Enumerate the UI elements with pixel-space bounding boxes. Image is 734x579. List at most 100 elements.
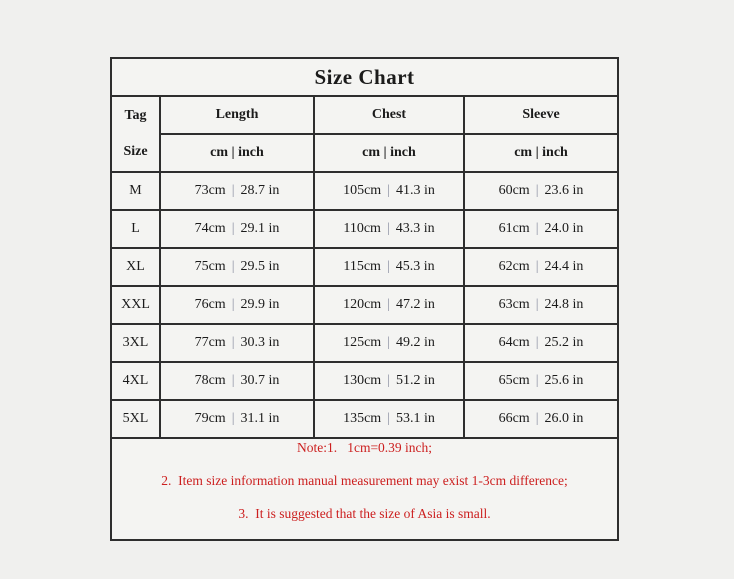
notes-row: Note:1. 1cm=0.39 inch; 2. Item size info… xyxy=(109,437,620,541)
cm-value: 76cm xyxy=(194,297,226,312)
pipe-separator: | xyxy=(535,373,539,388)
inch-value: 31.1 in xyxy=(240,411,280,426)
chest-cell: 130cm | 51.2 in xyxy=(313,361,465,401)
chest-cell: 120cm | 47.2 in xyxy=(313,285,465,325)
table-row-4xl: 4XL 78cm | 30.7 in 130cm | 51.2 in 65cm | 25.6… xyxy=(110,361,620,401)
title-row: Size Chart xyxy=(109,57,620,97)
chest-cell: 110cm | 43.3 in xyxy=(313,209,465,249)
unit-header-chest: cm | inch xyxy=(313,133,465,173)
cm-value: 64cm xyxy=(498,335,530,350)
length-cell: 78cm | 30.7 in xyxy=(159,361,315,401)
pipe-separator: | xyxy=(535,221,539,236)
size-tag-cell: 5XL xyxy=(110,399,161,439)
length-cell: 75cm | 29.5 in xyxy=(159,247,315,287)
size-tag-cell: XXL xyxy=(110,285,161,325)
inch-value: 41.3 in xyxy=(396,183,435,198)
pipe-separator: | xyxy=(231,183,235,198)
inch-value: 23.6 in xyxy=(544,183,584,198)
size-chart-table: Size Chart Tag Size Length Chest Sleeve … xyxy=(109,57,620,541)
inch-value: 25.6 in xyxy=(544,373,584,388)
table-row-xxl: XXL 76cm | 29.9 in 120cm | 47.2 in 63cm | 24.8… xyxy=(110,285,620,325)
header-row-units: cm | inch cm | inch cm | inch xyxy=(111,133,620,173)
inch-value: 29.9 in xyxy=(240,297,280,312)
cm-value: 62cm xyxy=(498,259,530,274)
pipe-separator: | xyxy=(231,411,235,426)
cm-value: 115cm xyxy=(343,259,381,274)
inch-value: 29.5 in xyxy=(240,259,280,274)
inch-value: 24.4 in xyxy=(544,259,584,274)
table-row-3xl: 3XL 77cm | 30.3 in 125cm | 49.2 in 64cm | 25.2… xyxy=(110,323,620,363)
chart-title: Size Chart xyxy=(109,57,620,97)
pipe-separator: | xyxy=(231,373,235,388)
length-cell: 79cm | 31.1 in xyxy=(159,399,315,439)
sleeve-cell: 60cm | 23.6 in xyxy=(462,171,620,211)
cm-value: 65cm xyxy=(498,373,530,388)
pipe-separator: | xyxy=(535,297,539,312)
size-tag-cell: M xyxy=(110,171,161,211)
size-tag-cell: 3XL xyxy=(110,323,161,363)
inch-value: 51.2 in xyxy=(396,373,435,388)
inch-value: 24.8 in xyxy=(544,297,584,312)
pipe-separator: | xyxy=(231,297,235,312)
chest-cell: 115cm | 45.3 in xyxy=(313,247,465,287)
inch-value: 49.2 in xyxy=(396,335,435,350)
pipe-separator: | xyxy=(535,259,539,274)
pipe-separator: | xyxy=(386,221,390,236)
size-tag-cell: L xyxy=(110,209,161,249)
inch-value: 47.2 in xyxy=(396,297,435,312)
pipe-separator: | xyxy=(535,335,539,350)
inch-value: 45.3 in xyxy=(395,259,435,274)
column-header-chest: Chest xyxy=(313,95,465,135)
cm-value: 78cm xyxy=(194,373,226,388)
inch-value: 43.3 in xyxy=(395,221,435,236)
cm-value: 110cm xyxy=(343,221,381,236)
cm-value: 63cm xyxy=(498,297,530,312)
table-row-l: L 74cm | 29.1 in 110cm | 43.3 in 61cm | 24.0 i… xyxy=(110,209,620,249)
inch-value: 30.7 in xyxy=(240,373,280,388)
table-row-m: M 73cm | 28.7 in 105cm | 41.3 in 60cm | 23.6 i… xyxy=(110,171,620,211)
length-cell: 76cm | 29.9 in xyxy=(159,285,315,325)
pipe-separator: | xyxy=(231,221,235,236)
inch-value: 30.3 in xyxy=(240,335,280,350)
inch-value: 28.7 in xyxy=(240,183,280,198)
inch-value: 29.1 in xyxy=(240,221,280,236)
size-tag-cell: XL xyxy=(110,247,161,287)
note-line-1: Note:1. 1cm=0.39 inch; xyxy=(296,439,433,455)
pipe-separator: | xyxy=(387,411,391,426)
pipe-separator: | xyxy=(535,411,539,426)
pipe-separator: | xyxy=(535,183,539,198)
sleeve-cell: 65cm | 25.6 in xyxy=(462,361,620,401)
pipe-separator: | xyxy=(387,183,391,198)
pipe-separator: | xyxy=(386,259,390,274)
pipe-separator: | xyxy=(387,297,391,312)
cm-value: 77cm xyxy=(194,335,226,350)
tag-size-header: Tag Size xyxy=(110,95,161,173)
table-row-5xl: 5XL 79cm | 31.1 in 135cm | 53.1 in 66cm | 26.0… xyxy=(110,399,620,439)
cm-value: 79cm xyxy=(194,411,226,426)
sleeve-cell: 66cm | 26.0 in xyxy=(462,399,620,439)
length-cell: 74cm | 29.1 in xyxy=(159,209,315,249)
header-row-labels: Tag Size Length Chest Sleeve xyxy=(110,95,620,173)
notes-section: Note:1. 1cm=0.39 inch; 2. Item size info… xyxy=(109,437,620,541)
inch-value: 53.1 in xyxy=(396,411,435,426)
inch-value: 25.2 in xyxy=(544,335,584,350)
pipe-separator: | xyxy=(231,335,235,350)
cm-value: 120cm xyxy=(343,297,382,312)
cm-value: 60cm xyxy=(498,183,530,198)
table-row-xl: XL 75cm | 29.5 in 115cm | 45.3 in 62cm | 24.4 … xyxy=(110,247,620,287)
length-cell: 73cm | 28.7 in xyxy=(159,171,315,211)
cm-value: 73cm xyxy=(194,183,226,198)
cm-value: 74cm xyxy=(194,221,226,236)
note-line-2: 2. Item size information manual measurem… xyxy=(161,472,568,488)
note-line-3: 3. It is suggested that the size of Asia… xyxy=(238,505,491,521)
length-cell: 77cm | 30.3 in xyxy=(159,323,315,363)
pipe-separator: | xyxy=(387,373,391,388)
tag-header-line1: Tag xyxy=(124,108,147,123)
cm-value: 61cm xyxy=(498,221,530,236)
cm-value: 135cm xyxy=(343,411,382,426)
sleeve-cell: 64cm | 25.2 in xyxy=(462,323,620,363)
cm-value: 125cm xyxy=(343,335,382,350)
tag-header-line2: Size xyxy=(123,144,148,159)
sleeve-cell: 62cm | 24.4 in xyxy=(462,247,620,287)
